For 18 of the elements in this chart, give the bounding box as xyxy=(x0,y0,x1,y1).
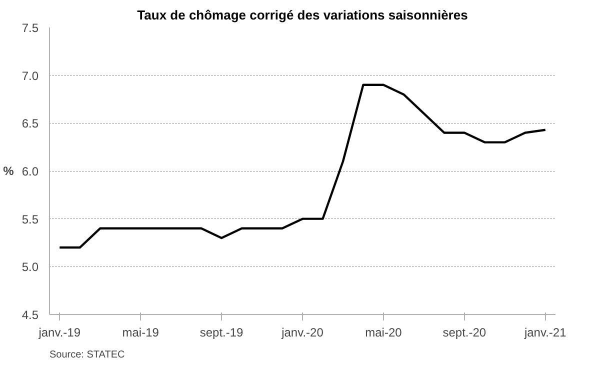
y-tick-label: 7.0 xyxy=(22,68,39,83)
y-tick-label: 5.0 xyxy=(22,260,39,274)
line-series xyxy=(58,84,546,249)
x-tick-label: sept.-19 xyxy=(200,326,244,340)
x-tick-label: mai-19 xyxy=(122,326,160,340)
x-tick-label: mai-20 xyxy=(365,326,402,340)
y-axis-title: % xyxy=(3,164,14,178)
y-tick-label: 6.5 xyxy=(22,116,39,131)
source-note: Source: STATEC xyxy=(50,350,125,360)
x-tick-label: janv.-19 xyxy=(38,326,81,340)
y-tick-label: 6.0 xyxy=(22,164,39,178)
x-tick-label: sept.-20 xyxy=(442,326,486,340)
y-tick-label: 4.5 xyxy=(22,308,39,322)
y-tick-label: 7.5 xyxy=(22,21,39,35)
chart-title: Taux de chômage corrigé des variations saisonnières xyxy=(137,8,468,22)
x-tick-label: janv.-20 xyxy=(280,326,324,340)
y-tick-label: 5.5 xyxy=(22,212,39,226)
x-tick-label: janv.-21 xyxy=(523,326,567,340)
